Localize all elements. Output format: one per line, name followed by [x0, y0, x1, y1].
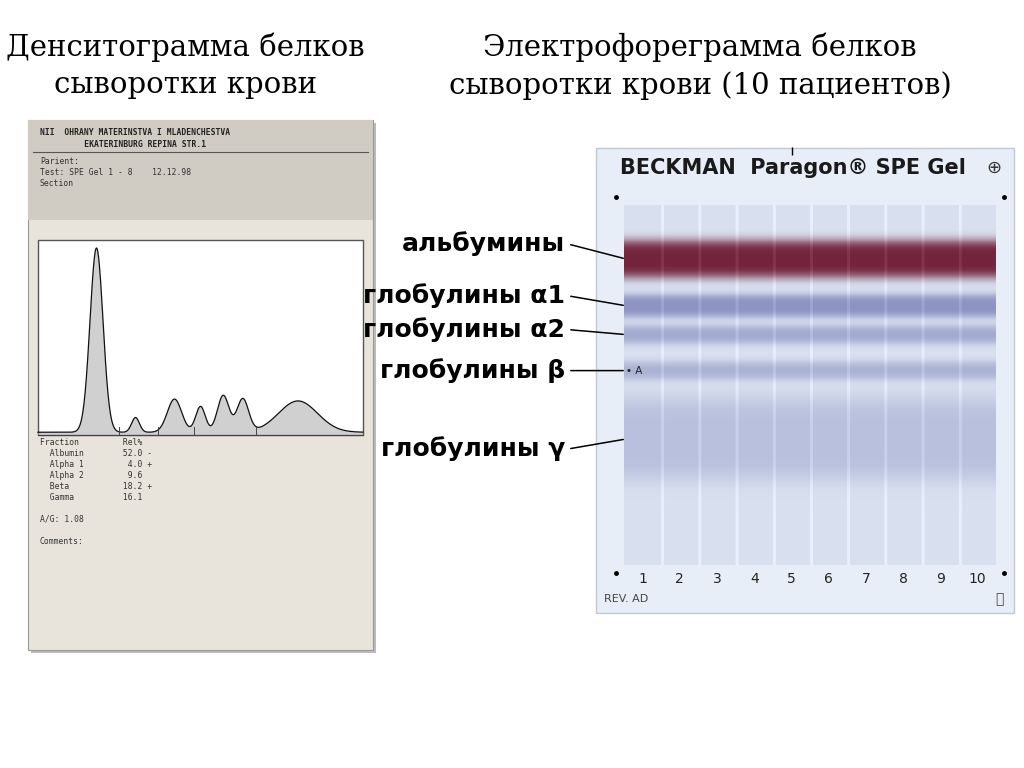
Text: 9: 9	[936, 572, 944, 586]
Text: глобулины α1: глобулины α1	[362, 283, 565, 308]
Text: глобулины α2: глобулины α2	[364, 317, 565, 342]
Text: альбумины: альбумины	[401, 232, 565, 257]
Text: 6: 6	[824, 572, 834, 586]
Text: Gamma          16.1: Gamma 16.1	[40, 493, 142, 502]
Text: 10: 10	[969, 572, 986, 586]
Text: 4: 4	[750, 572, 759, 586]
Text: Albumin        52.0 -: Albumin 52.0 -	[40, 449, 153, 458]
Text: • A: • A	[626, 366, 642, 376]
Text: Alpha 2         9.6: Alpha 2 9.6	[40, 471, 142, 480]
Text: 2: 2	[676, 572, 684, 586]
Text: глобулины γ: глобулины γ	[381, 436, 565, 462]
Text: NII  OHRANY MATERINSTVA I MLADENCHESTVA: NII OHRANY MATERINSTVA I MLADENCHESTVA	[40, 128, 230, 137]
Text: Section: Section	[40, 179, 74, 188]
Text: ⊕: ⊕	[986, 159, 1001, 177]
Text: 1: 1	[638, 572, 647, 586]
Text: A/G: 1.08: A/G: 1.08	[40, 515, 84, 524]
Text: Fraction         Rel%: Fraction Rel%	[40, 438, 142, 447]
Text: 5: 5	[787, 572, 796, 586]
Text: Электрофореграмма белков
сыворотки крови (10 пациентов): Электрофореграмма белков сыворотки крови…	[449, 33, 951, 101]
Text: 7: 7	[861, 572, 870, 586]
FancyBboxPatch shape	[28, 120, 373, 650]
Text: 8: 8	[899, 572, 907, 586]
Text: Parient:: Parient:	[40, 157, 79, 166]
Text: Alpha 1         4.0 +: Alpha 1 4.0 +	[40, 460, 153, 469]
Text: Test: SPE Gel 1 - 8    12.12.98: Test: SPE Gel 1 - 8 12.12.98	[40, 168, 191, 177]
Bar	[28, 120, 373, 220]
Text: 3: 3	[713, 572, 721, 586]
Text: глобулины β: глобулины β	[380, 358, 565, 383]
Text: Денситограмма белков
сыворотки крови: Денситограмма белков сыворотки крови	[6, 33, 365, 99]
Bar	[33, 225, 368, 315]
FancyBboxPatch shape	[31, 123, 376, 653]
Text: BECKMAN  Paragon® SPE Gel: BECKMAN Paragon® SPE Gel	[620, 158, 966, 178]
Text: Ⓘ: Ⓘ	[994, 592, 1004, 606]
Text: REV. AD: REV. AD	[604, 594, 648, 604]
Text: Comments:: Comments:	[40, 537, 84, 546]
Text: Beta           18.2 +: Beta 18.2 +	[40, 482, 153, 491]
FancyBboxPatch shape	[596, 148, 1014, 613]
Bar	[38, 240, 362, 435]
Text: EKATERINBURG REPINA STR.1: EKATERINBURG REPINA STR.1	[55, 140, 206, 149]
